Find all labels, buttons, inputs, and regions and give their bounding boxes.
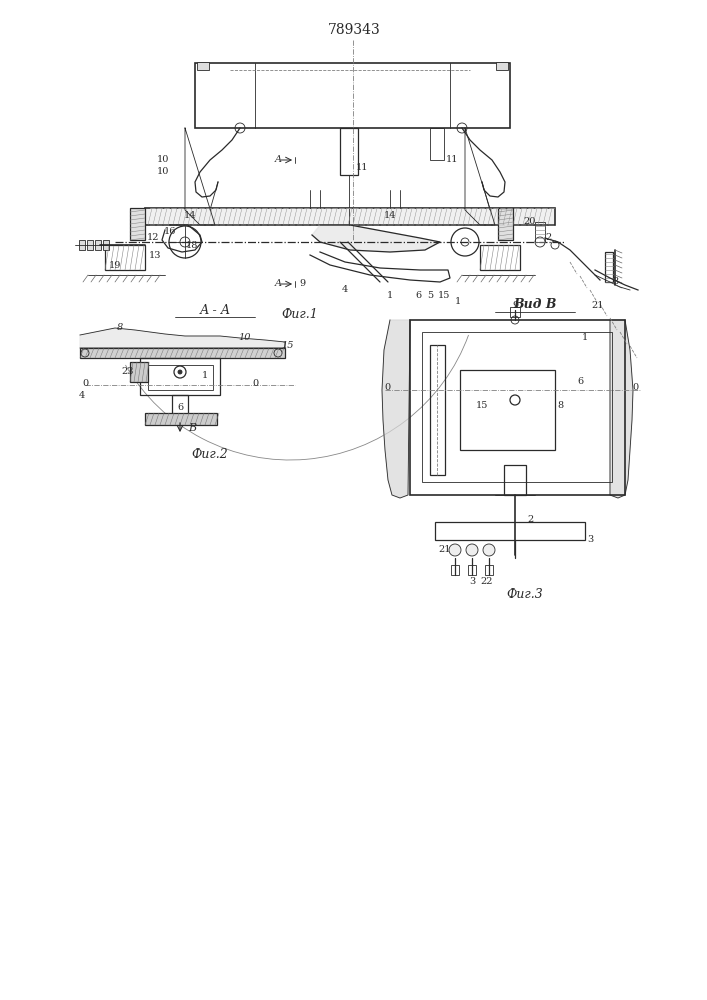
Bar [510,307,520,317]
Bar [504,465,526,495]
Text: 0: 0 [384,383,390,392]
Text: 18: 18 [186,240,198,249]
Text: 4: 4 [342,286,348,294]
Bar [130,362,148,382]
Text: Вид В: Вид В [513,298,556,312]
Text: 3: 3 [612,277,618,286]
Text: 3: 3 [469,578,475,586]
Bar [195,63,510,128]
Text: 15: 15 [476,400,489,410]
Text: 14: 14 [184,211,197,220]
Polygon shape [610,320,633,498]
Text: А - А: А - А [199,304,230,316]
Polygon shape [312,225,440,252]
Text: 10: 10 [157,167,169,176]
Text: 2: 2 [527,516,533,524]
Text: 23: 23 [122,367,134,376]
Text: Фиг.2: Фиг.2 [192,448,228,462]
Text: 14: 14 [384,211,396,220]
Bar [80,348,285,358]
Text: 10: 10 [239,332,251,342]
Text: 0: 0 [632,383,638,392]
Text: 3: 3 [587,536,593,544]
Text: 22: 22 [481,578,493,586]
Bar [451,565,459,575]
Bar [172,395,188,420]
Text: 11: 11 [445,155,458,164]
Circle shape [449,544,461,556]
Text: 1: 1 [455,298,461,306]
Polygon shape [80,328,285,348]
Circle shape [174,366,186,378]
Circle shape [510,395,520,405]
Bar [430,345,445,475]
Circle shape [178,370,182,374]
Bar [105,245,145,270]
Bar [480,245,520,270]
Text: 15: 15 [438,290,450,300]
Text: 12: 12 [147,233,159,242]
Circle shape [466,544,478,556]
Bar [79,240,85,250]
Bar [140,358,220,395]
Text: 21: 21 [592,300,604,310]
Bar [460,370,555,450]
Text: 11: 11 [356,163,368,172]
Bar [145,208,555,225]
Text: A: A [274,279,281,288]
Text: 5: 5 [427,290,433,300]
Polygon shape [382,320,410,498]
Text: В: В [188,423,196,433]
Bar [605,252,613,282]
Bar [197,62,209,70]
Text: 1: 1 [582,334,588,342]
Text: Фиг.1: Фиг.1 [281,308,318,322]
Text: 1: 1 [387,290,393,300]
Text: 20: 20 [524,218,536,227]
Bar [430,128,444,160]
Text: 10: 10 [157,155,169,164]
Text: Фиг.3: Фиг.3 [507,588,544,601]
Bar [145,413,217,425]
Text: 15: 15 [282,340,294,350]
Text: 21: 21 [439,546,451,554]
Bar [410,320,625,495]
Text: 1: 1 [202,370,208,379]
Text: 789343: 789343 [327,23,380,37]
Bar [496,62,508,70]
Text: 0: 0 [82,379,88,388]
Text: 2: 2 [545,233,551,242]
Text: 6: 6 [177,403,183,412]
Circle shape [483,544,495,556]
Text: 16: 16 [164,228,176,236]
Text: 8: 8 [557,400,563,410]
Bar [535,222,545,242]
Text: 6: 6 [415,290,421,300]
Bar [498,208,513,240]
Text: A: A [274,155,281,164]
Bar [87,240,93,250]
Bar [340,128,358,175]
Text: 4: 4 [79,390,85,399]
Bar [435,522,585,540]
Text: 13: 13 [148,250,161,259]
Text: 0: 0 [252,379,258,388]
Bar [130,208,145,240]
Bar [148,365,213,390]
Text: 9: 9 [299,279,305,288]
Bar [468,565,476,575]
Bar [95,240,101,250]
Bar [103,240,109,250]
Bar [422,332,612,482]
Bar [485,565,493,575]
Text: 8: 8 [117,324,123,332]
Circle shape [180,237,190,247]
Text: 6: 6 [577,377,583,386]
Text: 19: 19 [109,260,121,269]
Circle shape [461,238,469,246]
Text: 9: 9 [512,302,518,310]
